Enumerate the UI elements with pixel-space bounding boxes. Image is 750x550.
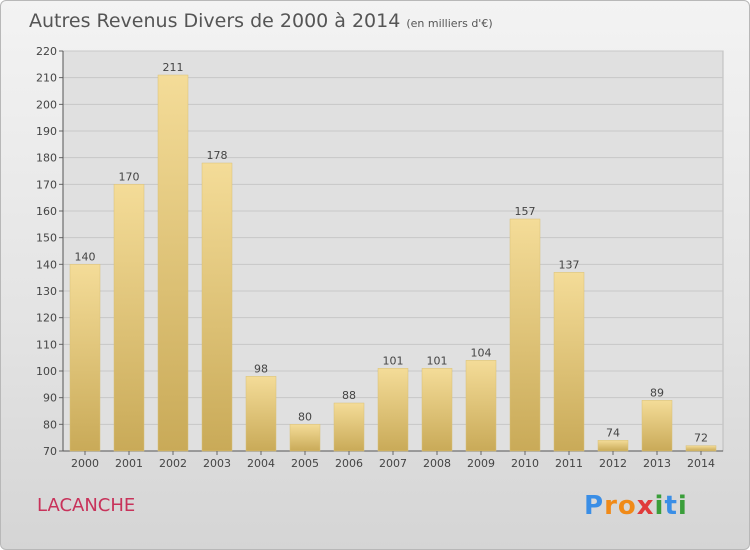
x-tick-label: 2001 — [115, 457, 143, 470]
bar-2002 — [157, 74, 189, 452]
y-tick-label: 120 — [36, 312, 57, 325]
y-tick-label: 160 — [36, 205, 57, 218]
bar-2009 — [465, 360, 497, 452]
value-label: 74 — [606, 426, 620, 439]
y-tick-label: 70 — [43, 445, 57, 458]
x-tick-label: 2003 — [203, 457, 231, 470]
chart-title: Autres Revenus Divers de 2000 à 2014 (en … — [29, 10, 493, 32]
x-tick-label: 2010 — [511, 457, 539, 470]
value-label: 101 — [427, 354, 448, 367]
chart-subtitle: (en milliers d'€) — [406, 17, 493, 30]
logo-letter: i — [654, 491, 665, 521]
y-tick-label: 130 — [36, 285, 57, 298]
logo-letter: P — [584, 491, 605, 521]
value-label: 157 — [515, 205, 536, 218]
value-label: 72 — [694, 432, 708, 445]
value-label: 89 — [650, 386, 664, 399]
value-label: 104 — [471, 346, 492, 359]
logo-letter: r — [604, 491, 618, 521]
x-tick-label: 2004 — [247, 457, 275, 470]
logo-letter: t — [664, 491, 678, 521]
logo-letter: i — [677, 491, 688, 521]
x-tick-label: 2014 — [687, 457, 715, 470]
x-tick-label: 2005 — [291, 457, 319, 470]
bar-2000 — [69, 264, 101, 452]
x-tick-label: 2007 — [379, 457, 407, 470]
logo-letter: o — [617, 491, 637, 521]
bar-2005 — [289, 424, 321, 452]
value-label: 178 — [207, 149, 228, 162]
y-tick-label: 200 — [36, 98, 57, 111]
y-tick-label: 190 — [36, 125, 57, 138]
x-tick-label: 2009 — [467, 457, 495, 470]
bar-2012 — [597, 440, 629, 452]
bar-2001 — [113, 184, 145, 452]
logo-letter: x — [636, 491, 655, 521]
y-tick-label: 150 — [36, 232, 57, 245]
bar-2008 — [421, 368, 453, 452]
y-tick-label: 110 — [36, 338, 57, 351]
x-tick-label: 2008 — [423, 457, 451, 470]
bar-2003 — [201, 162, 233, 452]
bar-2013 — [641, 400, 673, 452]
x-tick-label: 2012 — [599, 457, 627, 470]
y-tick-label: 210 — [36, 72, 57, 85]
location-label: LACANCHE — [37, 495, 136, 516]
y-tick-label: 170 — [36, 178, 57, 191]
value-label: 211 — [163, 61, 184, 74]
value-label: 88 — [342, 389, 356, 402]
proxiti-logo: Proxiti — [584, 491, 688, 521]
value-label: 80 — [298, 410, 312, 423]
x-tick-label: 2013 — [643, 457, 671, 470]
bar-2014 — [685, 445, 717, 452]
value-label: 101 — [383, 354, 404, 367]
bar-2007 — [377, 368, 409, 452]
x-tick-label: 2011 — [555, 457, 583, 470]
x-tick-label: 2002 — [159, 457, 187, 470]
value-label: 170 — [119, 170, 140, 183]
value-label: 140 — [75, 250, 96, 263]
bar-2010 — [509, 218, 541, 452]
y-tick-label: 90 — [43, 392, 57, 405]
value-label: 98 — [254, 362, 268, 375]
x-tick-label: 2006 — [335, 457, 363, 470]
bar-2006 — [333, 402, 365, 452]
y-tick-label: 100 — [36, 365, 57, 378]
y-tick-label: 140 — [36, 258, 57, 271]
bar-2011 — [553, 272, 585, 452]
y-tick-label: 180 — [36, 152, 57, 165]
value-label: 137 — [559, 258, 580, 271]
y-tick-label: 220 — [36, 45, 57, 58]
chart-title-main: Autres Revenus Divers de 2000 à 2014 — [29, 10, 401, 32]
bar-2004 — [245, 376, 277, 452]
x-tick-label: 2000 — [71, 457, 99, 470]
y-tick-label: 80 — [43, 418, 57, 431]
